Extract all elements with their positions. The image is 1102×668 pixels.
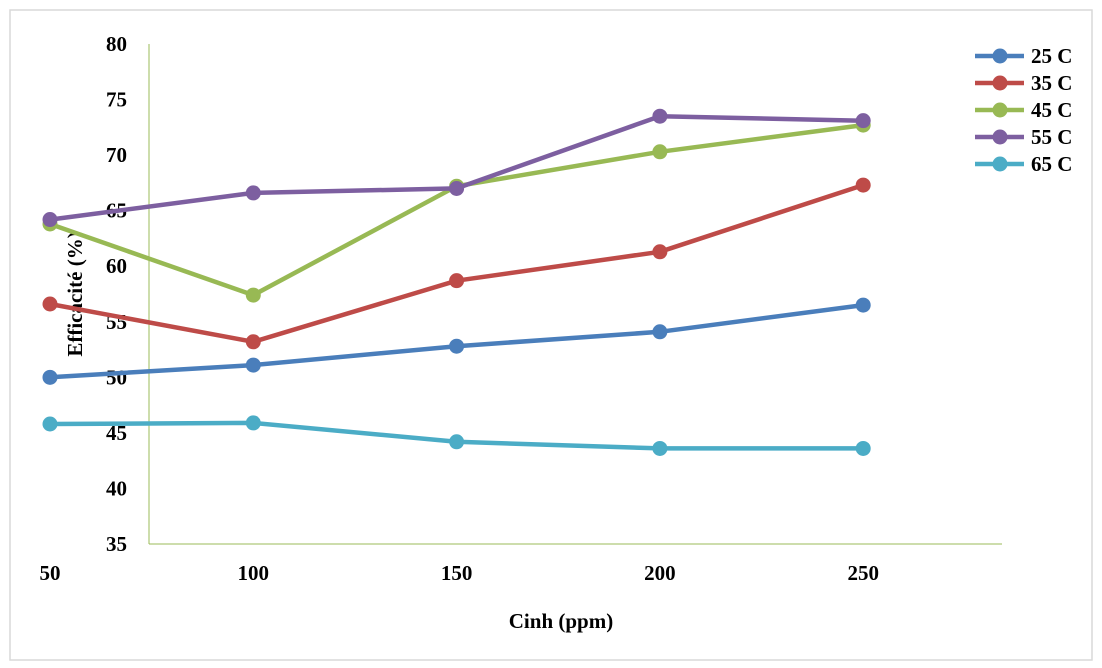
data-point: [652, 324, 668, 340]
legend-marker: [992, 102, 1008, 118]
legend-item: 35 C: [975, 71, 1072, 95]
data-point: [652, 144, 668, 160]
data-point: [245, 287, 261, 303]
y-tick-label: 70: [106, 143, 127, 167]
legend-label: 55 C: [1031, 125, 1072, 149]
series-65c: [42, 415, 871, 456]
data-point: [449, 180, 465, 196]
data-point: [42, 416, 58, 432]
series-35c: [42, 177, 871, 350]
legend-label: 35 C: [1031, 71, 1072, 95]
data-point: [652, 108, 668, 124]
x-tick-label: 50: [40, 561, 61, 585]
legend: 25 C 35 C 45 C 55 C 65 C: [975, 44, 1072, 176]
legend-marker: [992, 75, 1008, 91]
series-25c: [42, 297, 871, 385]
data-point: [449, 273, 465, 289]
data-point: [855, 297, 871, 313]
y-axis-title: Efficacité (%): [63, 231, 87, 356]
data-point: [855, 177, 871, 193]
data-point: [449, 434, 465, 450]
data-point: [245, 357, 261, 373]
data-point: [855, 113, 871, 129]
x-tick-label: 250: [847, 561, 879, 585]
y-tick-label: 60: [106, 254, 127, 278]
legend-item: 25 C: [975, 44, 1072, 68]
legend-item: 65 C: [975, 152, 1072, 176]
data-point: [652, 244, 668, 260]
x-tick-label: 100: [238, 561, 270, 585]
x-axis-title: Cinh (ppm): [509, 609, 613, 633]
series-layer: [42, 108, 871, 456]
y-tick-label: 80: [106, 32, 127, 56]
data-point: [855, 440, 871, 456]
legend-label: 25 C: [1031, 44, 1072, 68]
x-tick-label: 150: [441, 561, 473, 585]
y-tick-label: 40: [106, 476, 127, 500]
legend-label: 65 C: [1031, 152, 1072, 176]
data-point: [42, 369, 58, 385]
y-tick-label: 50: [106, 365, 127, 389]
y-tick-label: 35: [106, 532, 127, 556]
data-point: [42, 296, 58, 312]
data-point: [245, 185, 261, 201]
legend-label: 45 C: [1031, 98, 1072, 122]
legend-marker: [992, 129, 1008, 145]
y-tick-label: 45: [106, 421, 127, 445]
data-point: [449, 338, 465, 354]
axes: [148, 44, 1002, 545]
legend-marker: [992, 48, 1008, 64]
legend-marker: [992, 156, 1008, 172]
data-point: [42, 212, 58, 228]
chart-border: [9, 9, 1093, 661]
legend-item: 45 C: [975, 98, 1072, 122]
data-point: [245, 415, 261, 431]
series-55c: [42, 108, 871, 228]
data-point: [245, 334, 261, 350]
legend-item: 55 C: [975, 125, 1072, 149]
x-tick-label: 200: [644, 561, 676, 585]
x-tick-labels: 50 100 150 200 250: [40, 561, 879, 585]
y-tick-label: 75: [106, 88, 127, 112]
data-point: [652, 440, 668, 456]
